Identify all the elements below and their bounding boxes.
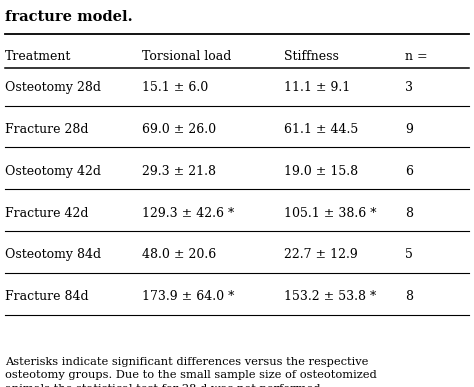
Text: Osteotomy 28d: Osteotomy 28d xyxy=(5,81,101,94)
Text: Asterisks indicate significant differences versus the respective
osteotomy group: Asterisks indicate significant differenc… xyxy=(5,357,376,387)
Text: Torsional load: Torsional load xyxy=(142,50,232,63)
Text: 8: 8 xyxy=(405,207,413,220)
Text: 29.3 ± 21.8: 29.3 ± 21.8 xyxy=(142,165,216,178)
Text: 9: 9 xyxy=(405,123,413,136)
Text: 129.3 ± 42.6 *: 129.3 ± 42.6 * xyxy=(142,207,235,220)
Text: 8: 8 xyxy=(405,290,413,303)
Text: Fracture 42d: Fracture 42d xyxy=(5,207,88,220)
Text: 6: 6 xyxy=(405,165,413,178)
Text: 48.0 ± 20.6: 48.0 ± 20.6 xyxy=(142,248,217,262)
Text: 15.1 ± 6.0: 15.1 ± 6.0 xyxy=(142,81,209,94)
Text: 5: 5 xyxy=(405,248,413,262)
Text: Osteotomy 84d: Osteotomy 84d xyxy=(5,248,101,262)
Text: 69.0 ± 26.0: 69.0 ± 26.0 xyxy=(142,123,216,136)
Text: Osteotomy 42d: Osteotomy 42d xyxy=(5,165,101,178)
Text: 11.1 ± 9.1: 11.1 ± 9.1 xyxy=(284,81,351,94)
Text: Fracture 84d: Fracture 84d xyxy=(5,290,88,303)
Text: 153.2 ± 53.8 *: 153.2 ± 53.8 * xyxy=(284,290,377,303)
Text: fracture model.: fracture model. xyxy=(5,10,132,24)
Text: 105.1 ± 38.6 *: 105.1 ± 38.6 * xyxy=(284,207,377,220)
Text: Stiffness: Stiffness xyxy=(284,50,339,63)
Text: Fracture 28d: Fracture 28d xyxy=(5,123,88,136)
Text: 19.0 ± 15.8: 19.0 ± 15.8 xyxy=(284,165,358,178)
Text: 22.7 ± 12.9: 22.7 ± 12.9 xyxy=(284,248,358,262)
Text: 3: 3 xyxy=(405,81,413,94)
Text: Treatment: Treatment xyxy=(5,50,71,63)
Text: 61.1 ± 44.5: 61.1 ± 44.5 xyxy=(284,123,359,136)
Text: 173.9 ± 64.0 *: 173.9 ± 64.0 * xyxy=(142,290,235,303)
Text: n =: n = xyxy=(405,50,428,63)
